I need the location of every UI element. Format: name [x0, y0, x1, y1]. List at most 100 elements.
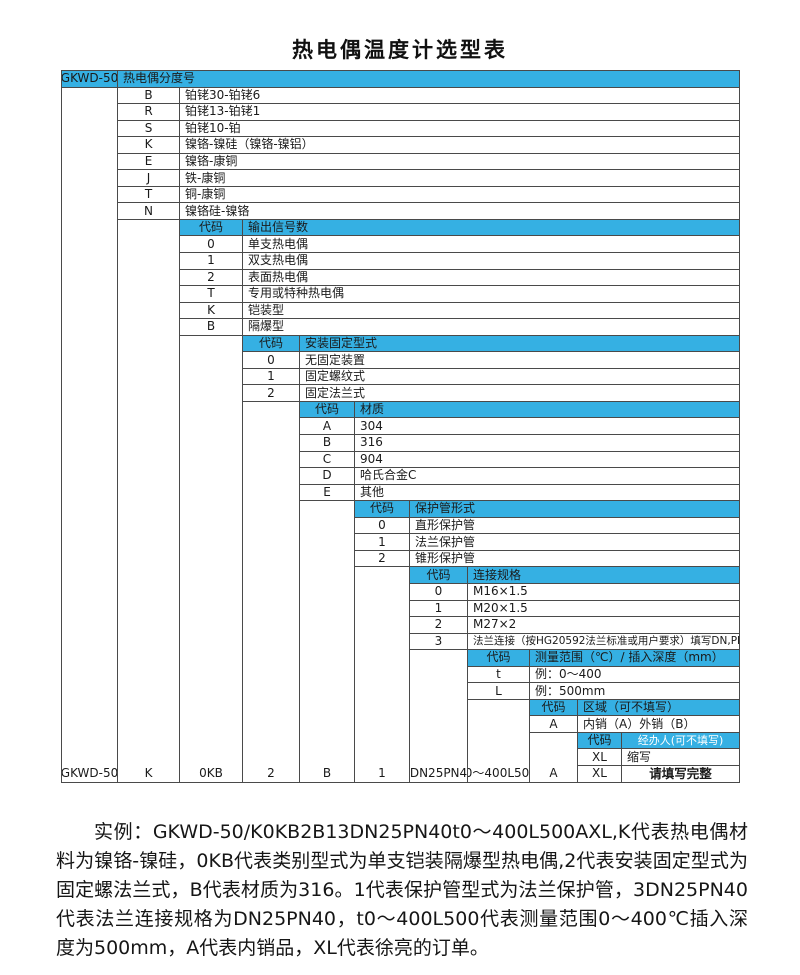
spacer-cell — [355, 600, 410, 618]
option-label: 304 — [355, 418, 740, 436]
spacer-cell — [243, 468, 300, 485]
spacer-cell — [180, 650, 243, 667]
spacer-cell — [62, 468, 118, 485]
option-label: 铜-康铜 — [180, 186, 740, 204]
level-header-title: 连接规格 — [468, 567, 740, 584]
option-label: 缩写 — [622, 749, 740, 766]
option-row: D 哈氏合金C — [62, 468, 740, 485]
spacer-cell — [243, 749, 300, 766]
option-code: B — [180, 319, 243, 336]
spacer-cell — [355, 749, 410, 766]
spacer-cell — [180, 335, 243, 353]
option-row: 2 表面热电偶 — [62, 269, 740, 287]
spacer-cell — [118, 617, 180, 634]
option-label: 哈氏合金C — [355, 468, 740, 485]
spacer-cell — [62, 186, 118, 204]
level-header-title: 输出信号数 — [243, 219, 740, 237]
option-row: E 其他 — [62, 484, 740, 502]
spacer-cell — [62, 385, 118, 402]
spacer-cell — [243, 451, 300, 469]
level-header-code: 代码 — [530, 699, 578, 717]
option-row: t 例：0～400 — [62, 666, 740, 684]
spacer-cell — [243, 550, 300, 568]
option-code: E — [300, 484, 355, 502]
spacer-cell — [355, 699, 410, 717]
spacer-cell — [62, 401, 118, 419]
option-label: 铂铑30-铂铑6 — [180, 87, 740, 105]
option-row: 0 单支热电偶 — [62, 236, 740, 254]
spacer-cell — [118, 749, 180, 766]
option-row: A 内销（A）外销（B） — [62, 716, 740, 733]
spacer-cell — [243, 484, 300, 502]
spacer-cell — [468, 749, 530, 766]
level-header-title: 区域（可不填写） — [578, 699, 740, 717]
option-label: 双支热电偶 — [243, 253, 740, 270]
spacer-cell — [355, 732, 410, 750]
spacer-cell — [62, 120, 118, 138]
spacer-cell — [62, 87, 118, 105]
spacer-cell — [180, 517, 243, 535]
spacer-cell — [180, 435, 243, 452]
spacer-cell — [530, 732, 578, 750]
spacer-cell — [62, 716, 118, 733]
spacer-cell — [180, 716, 243, 733]
option-code: T — [180, 286, 243, 303]
spacer-cell — [300, 517, 355, 535]
option-code: 1 — [355, 534, 410, 551]
spacer-cell — [118, 368, 180, 386]
spacer-cell — [180, 683, 243, 700]
spacer-cell — [180, 385, 243, 402]
spacer-cell — [118, 401, 180, 419]
spacer-cell — [355, 716, 410, 733]
spacer-cell — [468, 716, 530, 733]
option-label: 铁-康铜 — [180, 170, 740, 187]
option-code: K — [118, 137, 180, 154]
option-label: 单支热电偶 — [243, 236, 740, 254]
spacer-cell — [243, 683, 300, 700]
spacer-cell — [300, 501, 355, 518]
spacer-cell — [180, 749, 243, 766]
option-row: C 904 — [62, 451, 740, 469]
option-code: J — [118, 170, 180, 187]
option-row: 0 M16×1.5 — [62, 583, 740, 601]
level-header-row: 代码 保护管形式 — [62, 501, 740, 518]
spacer-cell — [243, 650, 300, 667]
option-row: 1 法兰保护管 — [62, 534, 740, 551]
option-row: K 铠装型 — [62, 302, 740, 320]
level-header-code: 代码 — [355, 501, 410, 518]
option-label: 固定螺纹式 — [300, 368, 740, 386]
spacer-cell — [62, 567, 118, 584]
spacer-cell — [62, 104, 118, 121]
spacer-cell — [118, 501, 180, 518]
spacer-cell — [300, 683, 355, 700]
spacer-cell — [300, 550, 355, 568]
spacer-cell — [300, 567, 355, 584]
spacer-cell — [62, 699, 118, 717]
spacer-cell — [62, 666, 118, 684]
spacer-cell — [118, 600, 180, 618]
option-code: t — [468, 666, 530, 684]
spacer-cell — [243, 567, 300, 584]
spacer-cell — [118, 219, 180, 237]
option-row: K 镍铬-镍硅（镍铬-镍铝） — [62, 137, 740, 154]
spacer-cell — [355, 666, 410, 684]
spacer-cell — [243, 583, 300, 601]
option-label: 镍铬-镍硅（镍铬-镍铝） — [180, 137, 740, 154]
option-label: 例：500mm — [530, 683, 740, 700]
spacer-cell — [180, 468, 243, 485]
spacer-cell — [62, 236, 118, 254]
spacer-cell — [62, 550, 118, 568]
spacer-cell — [180, 666, 243, 684]
option-label: 镍铬硅-镍铬 — [180, 203, 740, 220]
spacer-cell — [180, 484, 243, 502]
option-label: 铂铑10-铂 — [180, 120, 740, 138]
option-label: M20×1.5 — [468, 600, 740, 618]
option-label: 锥形保护管 — [410, 550, 740, 568]
spacer-cell — [118, 699, 180, 717]
spacer-cell — [62, 319, 118, 336]
example-row-cell: K — [118, 765, 180, 783]
option-code: 0 — [243, 352, 300, 369]
spacer-cell — [300, 617, 355, 634]
option-row: R 铂铑13-铂铑1 — [62, 104, 740, 121]
option-row: J 铁-康铜 — [62, 170, 740, 187]
